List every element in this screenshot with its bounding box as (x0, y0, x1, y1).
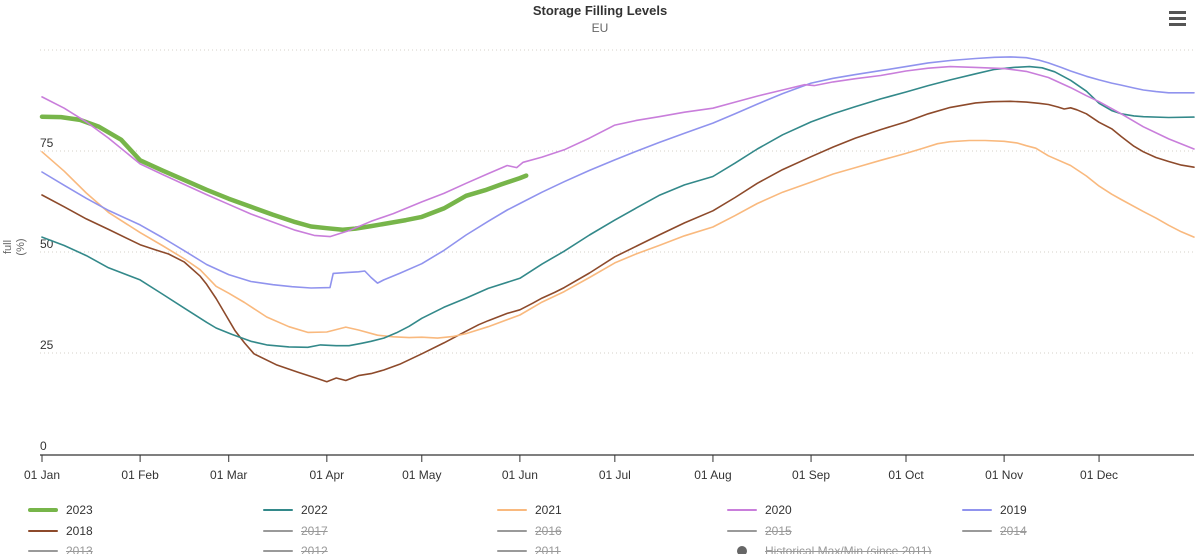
legend-label: 2015 (765, 524, 792, 538)
legend-line-marker (263, 530, 293, 532)
legend-label: 2011 (535, 544, 561, 554)
legend-item-historical-max-min[interactable]: Historical Max/Min (since 2011) (727, 544, 932, 554)
series-line-2021[interactable] (41, 139, 1195, 339)
chart-title: Storage Filling Levels (532, 3, 668, 18)
legend-line-marker (28, 508, 58, 512)
x-axis-label: 01 Oct (888, 468, 924, 482)
legend-label: 2017 (301, 524, 328, 538)
legend-item-2023[interactable]: 2023 (28, 503, 93, 517)
legend-line-marker (497, 550, 527, 552)
legend-line-marker (263, 509, 293, 511)
legend-dot-marker (727, 546, 757, 554)
x-axis-label: 01 Jan (24, 468, 60, 482)
legend-item-2011[interactable]: 2011 (497, 544, 561, 554)
chart-subtitle: EU (591, 21, 609, 35)
legend-label: 2018 (66, 524, 93, 538)
legend-label: 2012 (301, 544, 328, 554)
legend-label: 2013 (66, 544, 93, 554)
legend-line-marker (727, 509, 757, 511)
series-line-2019[interactable] (41, 56, 1195, 289)
legend-label: 2022 (301, 503, 328, 517)
series-line-2020[interactable] (41, 65, 1195, 238)
legend-line-marker (28, 550, 58, 552)
legend-label: 2019 (1000, 503, 1027, 517)
hamburger-menu-icon (1168, 22, 1186, 26)
legend-line-marker (28, 530, 58, 532)
series-line-2018[interactable] (41, 100, 1195, 383)
x-axis-label: 01 Jun (502, 468, 538, 482)
legend-line-marker (962, 509, 992, 511)
export-menu-button[interactable] (1164, 6, 1190, 30)
series-line-2023[interactable] (39, 114, 529, 233)
x-axis-label: 01 Dec (1080, 468, 1118, 482)
legend-label: 2020 (765, 503, 792, 517)
x-axis-label: 01 Jul (599, 468, 631, 482)
legend-line-marker (263, 550, 293, 552)
legend-line-marker (962, 530, 992, 532)
x-axis-label: 01 Apr (309, 468, 344, 482)
legend-label: 2014 (1000, 524, 1027, 538)
x-axis-label: 01 Nov (985, 468, 1023, 482)
legend-item-2019[interactable]: 2019 (962, 503, 1027, 517)
x-axis-label: 01 Mar (210, 468, 247, 482)
legend-label: Historical Max/Min (since 2011) (765, 544, 932, 554)
legend-line-marker (497, 509, 527, 511)
x-axis-label: 01 Feb (121, 468, 159, 482)
y-axis-label-75: 75 (40, 136, 54, 150)
legend-label: 2016 (535, 524, 562, 538)
x-axis-label: 01 Aug (694, 468, 731, 482)
legend-line-marker (727, 530, 757, 532)
legend-item-2015[interactable]: 2015 (727, 524, 792, 538)
legend-label: 2021 (535, 503, 562, 517)
legend-item-2013[interactable]: 2013 (28, 544, 93, 554)
x-axis-label: 01 May (402, 468, 441, 482)
hamburger-menu-icon (1168, 16, 1186, 20)
y-axis-label-25: 25 (40, 338, 54, 352)
legend-item-2022[interactable]: 2022 (263, 503, 328, 517)
hamburger-menu-icon (1168, 10, 1186, 14)
series-line-2022[interactable] (41, 65, 1195, 349)
legend-item-2017[interactable]: 2017 (263, 524, 328, 538)
legend-item-2012[interactable]: 2012 (263, 544, 328, 554)
legend-label: 2023 (66, 503, 93, 517)
y-axis-label-0: 0 (40, 439, 47, 453)
x-axis-label: 01 Sep (792, 468, 830, 482)
legend-item-2021[interactable]: 2021 (497, 503, 562, 517)
legend-item-2016[interactable]: 2016 (497, 524, 562, 538)
legend-item-2014[interactable]: 2014 (962, 524, 1027, 538)
legend-item-2018[interactable]: 2018 (28, 524, 93, 538)
legend-line-marker (497, 530, 527, 532)
legend-item-2020[interactable]: 2020 (727, 503, 792, 517)
